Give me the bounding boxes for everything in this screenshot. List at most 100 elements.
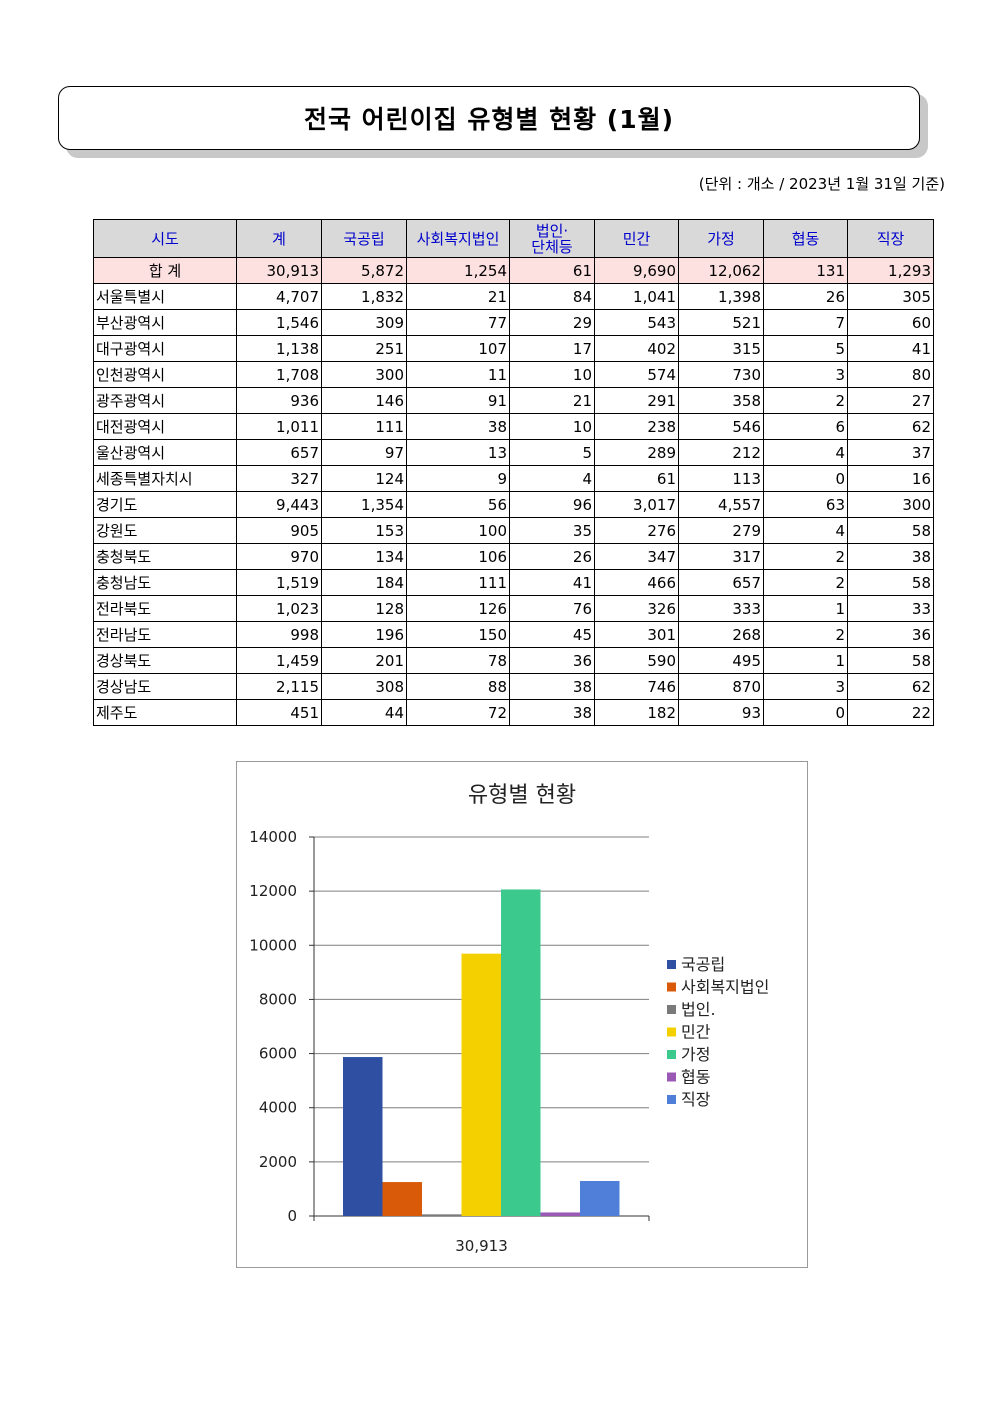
value-cell: 72	[406, 699, 510, 726]
column-header: 국공립	[321, 219, 407, 258]
value-cell: 308	[321, 673, 407, 700]
value-cell: 126	[406, 595, 510, 622]
value-cell: 305	[847, 283, 934, 310]
table-row: 제주도 451 44 72 38 182 93 0 22	[93, 699, 934, 726]
value-cell: 2,115	[236, 673, 322, 700]
value-cell: 10	[509, 413, 595, 440]
legend-swatch	[667, 1027, 676, 1037]
legend-swatch	[667, 1050, 676, 1059]
legend-label: 국공립	[681, 955, 725, 974]
value-cell: 317	[678, 543, 764, 570]
column-header: 법인· 단체등	[509, 219, 595, 258]
value-cell: 546	[678, 413, 764, 440]
table-row: 강원도 905 153 100 35 276 279 4 58	[93, 517, 934, 544]
legend-swatch	[667, 1005, 676, 1014]
value-cell: 38	[847, 543, 934, 570]
bar-3	[422, 1214, 462, 1216]
page-title: 전국 어린이집 유형별 현황 (1월)	[58, 86, 920, 150]
value-cell: 495	[678, 647, 764, 674]
value-cell: 22	[847, 699, 934, 726]
value-cell: 61	[509, 257, 595, 284]
value-cell: 1	[763, 647, 848, 674]
value-cell: 1,832	[321, 283, 407, 310]
region-cell: 세종특별자치시	[93, 465, 237, 492]
x-category-label: 30,913	[455, 1237, 508, 1255]
table-row: 부산광역시 1,546 309 77 29 543 521 7 60	[93, 309, 934, 336]
value-cell: 300	[847, 491, 934, 518]
value-cell: 63	[763, 491, 848, 518]
chart-title: 유형별 현황	[468, 783, 576, 808]
region-cell: 대구광역시	[93, 335, 237, 362]
bar-6	[540, 1212, 580, 1216]
column-header: 시도	[93, 219, 237, 258]
value-cell: 10	[509, 361, 595, 388]
value-cell: 0	[763, 465, 848, 492]
value-cell: 905	[236, 517, 322, 544]
value-cell: 300	[321, 361, 407, 388]
value-cell: 150	[406, 621, 510, 648]
value-cell: 1	[763, 595, 848, 622]
column-header: 사회복지법인	[406, 219, 510, 258]
value-cell: 521	[678, 309, 764, 336]
y-tick-label: 4000	[259, 1099, 297, 1117]
daycare-stats-table: 시도 계 국공립 사회복지법인 법인· 단체등 민간 가정 협동 직장 합 계 30,913 5,8…	[93, 219, 934, 726]
value-cell: 60	[847, 309, 934, 336]
value-cell: 574	[594, 361, 679, 388]
value-cell: 936	[236, 387, 322, 414]
table-row: 충청남도 1,519 184 111 41 466 657 2 58	[93, 569, 934, 596]
value-cell: 16	[847, 465, 934, 492]
table-row: 울산광역시 657 97 13 5 289 212 4 37	[93, 439, 934, 466]
value-cell: 1,023	[236, 595, 322, 622]
value-cell: 347	[594, 543, 679, 570]
y-tick-label: 12000	[249, 882, 297, 900]
value-cell: 4	[763, 517, 848, 544]
value-cell: 182	[594, 699, 679, 726]
value-cell: 12,062	[678, 257, 764, 284]
value-cell: 3,017	[594, 491, 679, 518]
value-cell: 45	[509, 621, 595, 648]
value-cell: 84	[509, 283, 595, 310]
value-cell: 5	[763, 335, 848, 362]
legend-swatch	[667, 982, 676, 992]
legend-label: 가정	[681, 1045, 710, 1064]
region-cell: 합 계	[93, 257, 237, 284]
value-cell: 998	[236, 621, 322, 648]
value-cell: 26	[509, 543, 595, 570]
y-tick-label: 8000	[259, 990, 297, 1008]
value-cell: 2	[763, 621, 848, 648]
value-cell: 153	[321, 517, 407, 544]
value-cell: 96	[509, 491, 595, 518]
region-cell: 경상남도	[93, 673, 237, 700]
value-cell: 30,913	[236, 257, 322, 284]
value-cell: 212	[678, 439, 764, 466]
region-cell: 충청북도	[93, 543, 237, 570]
region-cell: 강원도	[93, 517, 237, 544]
value-cell: 3	[763, 673, 848, 700]
value-cell: 21	[406, 283, 510, 310]
region-cell: 광주광역시	[93, 387, 237, 414]
value-cell: 111	[406, 569, 510, 596]
y-tick-label: 0	[287, 1207, 297, 1225]
column-header: 민간	[594, 219, 679, 258]
value-cell: 146	[321, 387, 407, 414]
value-cell: 100	[406, 517, 510, 544]
value-cell: 35	[509, 517, 595, 544]
value-cell: 2	[763, 387, 848, 414]
region-cell: 인천광역시	[93, 361, 237, 388]
value-cell: 466	[594, 569, 679, 596]
table-row: 서울특별시 4,707 1,832 21 84 1,041 1,398 26 305	[93, 283, 934, 310]
value-cell: 238	[594, 413, 679, 440]
region-cell: 충청남도	[93, 569, 237, 596]
value-cell: 97	[321, 439, 407, 466]
table-row: 경상북도 1,459 201 78 36 590 495 1 58	[93, 647, 934, 674]
value-cell: 17	[509, 335, 595, 362]
legend-label: 법인.	[681, 1000, 716, 1019]
value-cell: 333	[678, 595, 764, 622]
value-cell: 38	[509, 673, 595, 700]
y-tick-label: 10000	[249, 936, 297, 954]
value-cell: 1,041	[594, 283, 679, 310]
value-cell: 4,557	[678, 491, 764, 518]
value-cell: 26	[763, 283, 848, 310]
value-cell: 3	[763, 361, 848, 388]
value-cell: 80	[847, 361, 934, 388]
